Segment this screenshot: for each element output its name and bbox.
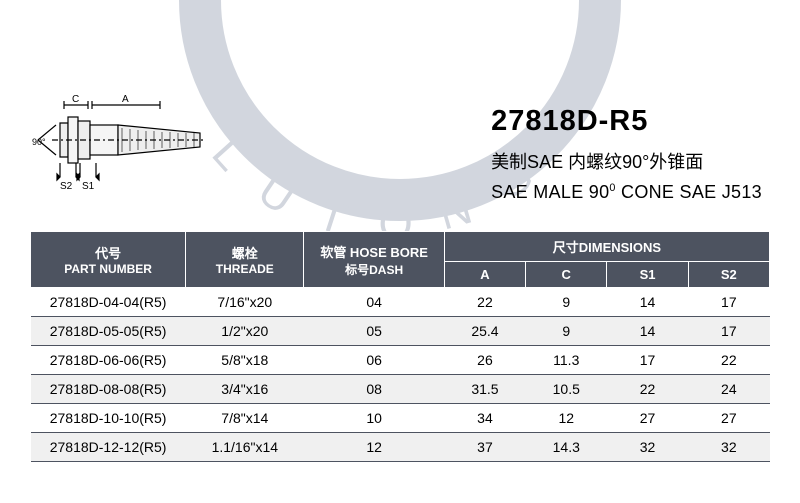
cell-s1: 17	[607, 346, 688, 375]
dim-c-label: C	[72, 95, 79, 105]
cell-thread: 1.1/16"x14	[186, 433, 304, 462]
th-thread-cn: 螺栓	[190, 243, 299, 262]
cell-c: 11.3	[526, 346, 607, 375]
header-row: C A	[30, 95, 770, 203]
cell-s2: 17	[688, 288, 769, 317]
cell-dash: 04	[304, 288, 444, 317]
table-row: 27818D-04-04(R5)7/16"x20042291417	[31, 288, 770, 317]
th-thread-en: THREADE	[190, 262, 299, 276]
th-part-en: PART NUMBER	[35, 262, 181, 276]
desc-chinese: 美制SAE 内螺纹90°外锥面	[491, 148, 762, 174]
cell-part: 27818D-05-05(R5)	[31, 317, 186, 346]
fitting-diagram: C A	[30, 95, 230, 195]
cell-thread: 3/4"x16	[186, 375, 304, 404]
th-dims-en: DIMENSIONS	[579, 240, 661, 255]
table-row: 27818D-10-10(R5)7/8"x141034122727	[31, 404, 770, 433]
cell-dash: 05	[304, 317, 444, 346]
cell-s2: 22	[688, 346, 769, 375]
cell-thread: 5/8"x18	[186, 346, 304, 375]
table-row: 27818D-05-05(R5)1/2"x200525.491417	[31, 317, 770, 346]
cell-a: 37	[444, 433, 525, 462]
cell-part: 27818D-04-04(R5)	[31, 288, 186, 317]
cell-dash: 08	[304, 375, 444, 404]
cell-thread: 7/16"x20	[186, 288, 304, 317]
cell-part: 27818D-10-10(R5)	[31, 404, 186, 433]
cell-s2: 32	[688, 433, 769, 462]
cell-dash: 06	[304, 346, 444, 375]
dim-s2-label: S2	[60, 181, 73, 192]
cell-part: 27818D-06-06(R5)	[31, 346, 186, 375]
cell-c: 9	[526, 317, 607, 346]
cell-s1: 32	[607, 433, 688, 462]
th-s2: S2	[688, 262, 769, 288]
cell-thread: 1/2"x20	[186, 317, 304, 346]
cell-a: 26	[444, 346, 525, 375]
th-part: 代号 PART NUMBER	[31, 232, 186, 288]
table-row: 27818D-12-12(R5)1.1/16"x14123714.33232	[31, 433, 770, 462]
cell-a: 22	[444, 288, 525, 317]
cell-c: 9	[526, 288, 607, 317]
cell-dash: 10	[304, 404, 444, 433]
cell-c: 14.3	[526, 433, 607, 462]
cell-s1: 22	[607, 375, 688, 404]
cell-a: 31.5	[444, 375, 525, 404]
cell-s2: 17	[688, 317, 769, 346]
cell-a: 34	[444, 404, 525, 433]
cell-c: 10.5	[526, 375, 607, 404]
desc-english: SAE MALE 900 CONE SAE J513	[491, 182, 762, 203]
specs-table: 代号 PART NUMBER 螺栓 THREADE 软管 HOSE BORE 标…	[30, 231, 770, 462]
th-part-cn: 代号	[35, 243, 181, 262]
table-body: 27818D-04-04(R5)7/16"x2004229141727818D-…	[31, 288, 770, 462]
dim-angle-label: 90°	[32, 137, 46, 147]
th-s1: S1	[607, 262, 688, 288]
table-header: 代号 PART NUMBER 螺栓 THREADE 软管 HOSE BORE 标…	[31, 232, 770, 288]
cell-s1: 14	[607, 317, 688, 346]
cell-part: 27818D-08-08(R5)	[31, 375, 186, 404]
th-dash: 软管 HOSE BORE 标号DASH	[304, 232, 444, 288]
th-dims: 尺寸DIMENSIONS	[444, 232, 769, 262]
th-dash-en: 标号DASH	[308, 261, 439, 278]
desc-en-1: SAE MALE 90	[491, 182, 609, 202]
cell-dash: 12	[304, 433, 444, 462]
th-dims-cn: 尺寸	[553, 240, 579, 255]
th-thread: 螺栓 THREADE	[186, 232, 304, 288]
cell-part: 27818D-12-12(R5)	[31, 433, 186, 462]
title-block: 27818D-R5 美制SAE 内螺纹90°外锥面 SAE MALE 900 C…	[491, 95, 770, 203]
table-row: 27818D-06-06(R5)5/8"x18062611.31722	[31, 346, 770, 375]
dim-s1-label: S1	[82, 181, 95, 192]
cell-a: 25.4	[444, 317, 525, 346]
cell-s2: 27	[688, 404, 769, 433]
cell-s2: 24	[688, 375, 769, 404]
cell-s1: 14	[607, 288, 688, 317]
cell-s1: 27	[607, 404, 688, 433]
th-c: C	[526, 262, 607, 288]
cell-c: 12	[526, 404, 607, 433]
th-dash-cn: 软管 HOSE BORE	[308, 242, 439, 261]
table-row: 27818D-08-08(R5)3/4"x160831.510.52224	[31, 375, 770, 404]
cell-thread: 7/8"x14	[186, 404, 304, 433]
part-code: 27818D-R5	[491, 105, 762, 138]
desc-en-2: CONE SAE J513	[616, 182, 762, 202]
th-a: A	[444, 262, 525, 288]
dim-a-label: A	[122, 95, 129, 105]
